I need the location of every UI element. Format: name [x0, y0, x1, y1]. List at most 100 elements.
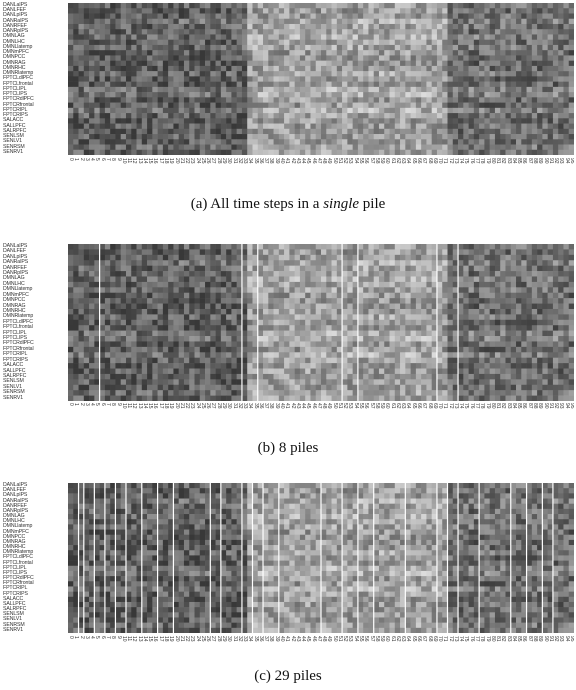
heatmap-cell: [226, 97, 232, 103]
heatmap-cell: [394, 118, 401, 124]
heatmap-cell: [268, 34, 274, 40]
heatmap-cell: [415, 8, 422, 14]
heatmap-cell: [136, 330, 143, 337]
heatmap-cell: [326, 65, 332, 72]
heatmap-cell: [247, 346, 253, 353]
heatmap-cell: [273, 50, 280, 56]
heatmap-cell: [537, 3, 543, 9]
heatmap-cell: [68, 97, 74, 103]
heatmap-cell: [315, 65, 322, 72]
heatmap-cell: [384, 144, 390, 151]
heatmap-cell: [115, 314, 122, 321]
heatmap-cell: [357, 44, 364, 51]
heatmap-cell: [78, 123, 85, 130]
heatmap-cell: [252, 44, 259, 51]
heatmap-cell: [542, 50, 548, 56]
heatmap-cell: [510, 97, 517, 103]
heatmap-cell: [231, 254, 237, 261]
heatmap-cell: [278, 60, 285, 67]
heatmap-cell: [94, 39, 100, 46]
heatmap-cell: [99, 341, 106, 348]
heatmap-cell: [368, 39, 375, 46]
heatmap-cell: [505, 65, 512, 72]
heatmap-cell: [194, 303, 201, 310]
heatmap-cell: [263, 298, 269, 304]
heatmap-cell: [405, 303, 411, 310]
row-label: SENRSM: [3, 143, 25, 150]
heatmap-cell: [373, 341, 380, 348]
heatmap-cell: [505, 303, 512, 310]
heatmap-cell: [104, 298, 111, 304]
heatmap-cell: [505, 260, 512, 266]
heatmap-cell: [278, 265, 285, 272]
heatmap-cell: [83, 92, 90, 98]
heatmap-cell: [347, 97, 353, 103]
heatmap-cell: [431, 97, 438, 103]
heatmap-cell: [489, 44, 496, 51]
heatmap-cell: [136, 144, 143, 151]
heatmap-cell: [157, 276, 164, 283]
heatmap-cell: [284, 336, 290, 342]
heatmap-cell: [236, 330, 243, 337]
heatmap-cell: [447, 276, 454, 283]
heatmap-cell: [99, 265, 106, 272]
heatmap-cell: [89, 325, 95, 331]
heatmap-cell: [78, 139, 85, 145]
heatmap-cell: [78, 260, 85, 266]
heatmap-cell: [194, 249, 201, 256]
heatmap-cell: [78, 50, 85, 56]
heatmap-cell: [168, 71, 174, 77]
heatmap-cell: [147, 319, 153, 326]
heatmap-cell: [510, 65, 517, 72]
heatmap-cell: [183, 139, 190, 145]
heatmap-cell: [484, 123, 490, 130]
heatmap-cell: [231, 107, 237, 114]
heatmap-cell: [558, 134, 564, 140]
heatmap-cell: [210, 260, 216, 266]
heatmap-cell: [384, 271, 390, 277]
heatmap-cell: [363, 55, 369, 61]
heatmap-cell: [347, 281, 353, 288]
heatmap-cell: [326, 23, 332, 30]
heatmap-cell: [247, 254, 253, 261]
heatmap-cell: [73, 39, 79, 46]
heatmap-cell: [157, 260, 164, 266]
heatmap-cell: [321, 265, 327, 272]
heatmap-cell: [405, 71, 411, 77]
heatmap-cell: [568, 76, 574, 82]
heatmap-cell: [294, 276, 301, 283]
heatmap-cell: [215, 139, 222, 145]
heatmap-cell: [458, 244, 464, 250]
heatmap-cell: [326, 107, 332, 114]
heatmap-cell: [299, 39, 306, 46]
heatmap-cell: [489, 303, 496, 310]
heatmap-cell: [552, 330, 559, 337]
heatmap-cell: [78, 308, 85, 315]
heatmap-cell: [500, 341, 506, 348]
heatmap-cell: [125, 44, 132, 51]
heatmap-cell: [194, 71, 201, 77]
heatmap-cell: [547, 39, 554, 46]
heatmap-cell: [452, 71, 459, 77]
heatmap-cell: [447, 118, 454, 124]
heatmap-cell: [115, 107, 122, 114]
heatmap-cell: [289, 287, 295, 294]
heatmap-cell: [342, 18, 348, 25]
heatmap-cell: [542, 341, 548, 348]
heatmap-cell: [558, 8, 564, 14]
heatmap-cell: [473, 314, 480, 321]
heatmap-cell: [215, 123, 222, 130]
heatmap-cell: [568, 34, 574, 40]
heatmap-cell: [436, 92, 443, 98]
heatmap-cell: [152, 44, 158, 51]
heatmap-cell: [415, 13, 422, 20]
heatmap-cell: [542, 113, 548, 119]
heatmap-cell: [73, 346, 79, 353]
heatmap-cell: [357, 346, 364, 353]
heatmap-cell: [494, 271, 501, 277]
heatmap-cell: [210, 44, 216, 51]
heatmap-cell: [215, 107, 222, 114]
heatmap-cell: [305, 71, 311, 77]
heatmap-cell: [568, 86, 574, 93]
heatmap-cell: [210, 139, 216, 145]
